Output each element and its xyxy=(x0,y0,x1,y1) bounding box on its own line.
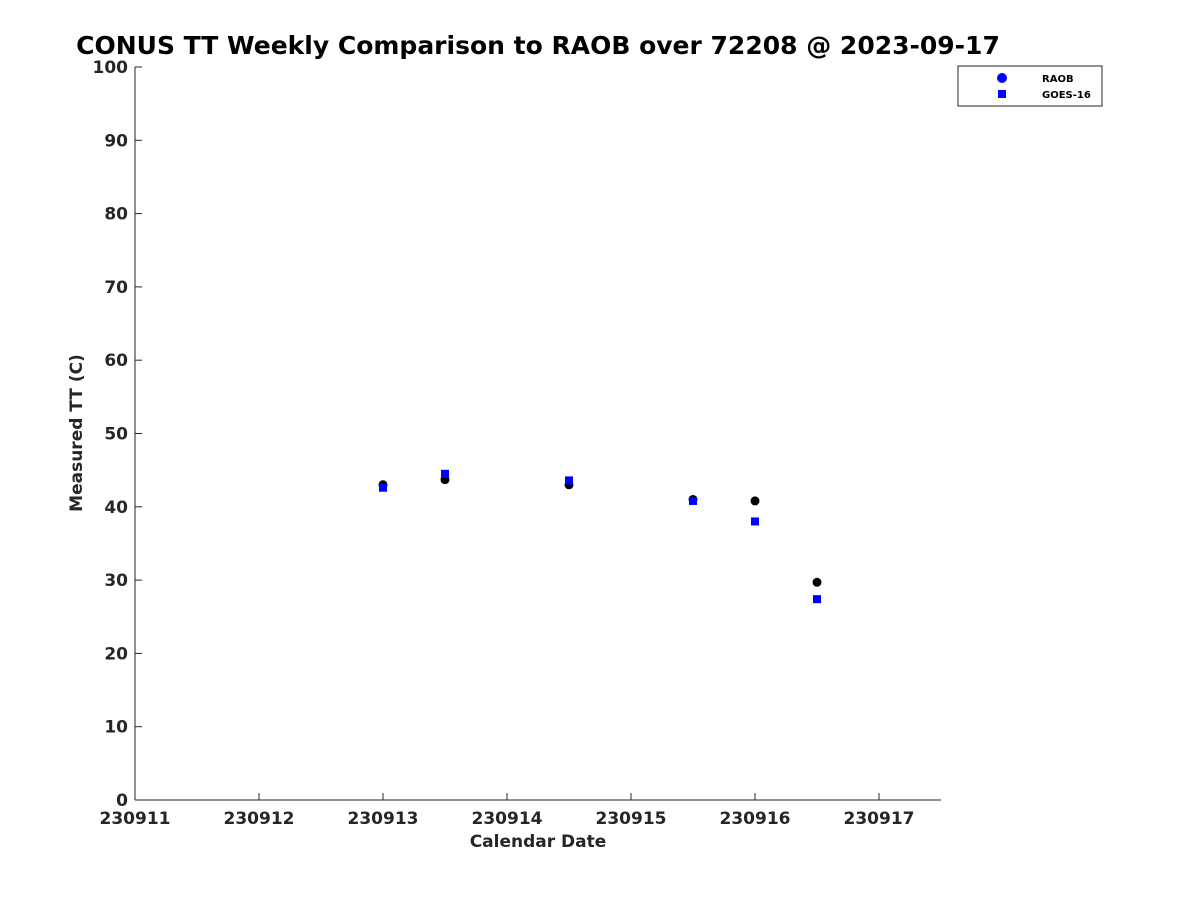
x-tick-label: 230911 xyxy=(100,809,171,829)
y-tick-label: 60 xyxy=(104,351,128,371)
legend-goes16-label: GOES-16 xyxy=(1042,90,1091,101)
goes16-point xyxy=(379,483,387,492)
y-tick-label: 10 xyxy=(104,718,128,738)
y-tick-label: 40 xyxy=(104,498,128,518)
legend-raob-label: RAOB xyxy=(1042,74,1074,85)
goes16-point xyxy=(689,496,697,505)
x-tick-label: 230917 xyxy=(844,809,915,829)
raob-point xyxy=(750,496,760,506)
y-tick-label: 80 xyxy=(104,205,128,225)
chart-title: CONUS TT Weekly Comparison to RAOB over … xyxy=(76,31,1000,60)
y-tick-label: 0 xyxy=(116,791,128,811)
data-points xyxy=(378,469,822,604)
goes16-point xyxy=(565,476,573,485)
legend-raob-marker xyxy=(997,73,1007,83)
y-tick-label: 50 xyxy=(104,425,128,445)
y-axis-label: Measured TT (C) xyxy=(67,354,87,512)
plot-axes xyxy=(134,67,941,801)
x-tick-label: 230914 xyxy=(472,809,543,829)
y-tick-label: 100 xyxy=(93,58,129,78)
x-tick-label: 230916 xyxy=(720,809,791,829)
legend: RAOB GOES-16 xyxy=(957,65,1103,107)
y-axis-ticks: 0 10 20 30 40 50 60 70 80 90 100 xyxy=(93,58,142,811)
x-axis-ticks: 230911 230912 230913 230914 230915 230916 2309… xyxy=(100,793,915,829)
x-tick-label: 230915 xyxy=(596,809,667,829)
x-tick-label: 230912 xyxy=(224,809,295,829)
x-tick-label: 230913 xyxy=(348,809,419,829)
goes16-point xyxy=(813,595,821,604)
legend-goes16-marker xyxy=(998,90,1006,98)
y-tick-label: 20 xyxy=(104,644,128,664)
x-axis-label: Calendar Date xyxy=(470,832,607,852)
goes16-point xyxy=(751,517,759,526)
y-tick-label: 90 xyxy=(104,131,128,151)
y-tick-label: 70 xyxy=(104,278,128,298)
legend-box xyxy=(957,65,1103,107)
y-tick-label: 30 xyxy=(104,571,128,591)
raob-point xyxy=(812,577,822,587)
goes16-point xyxy=(441,469,449,478)
